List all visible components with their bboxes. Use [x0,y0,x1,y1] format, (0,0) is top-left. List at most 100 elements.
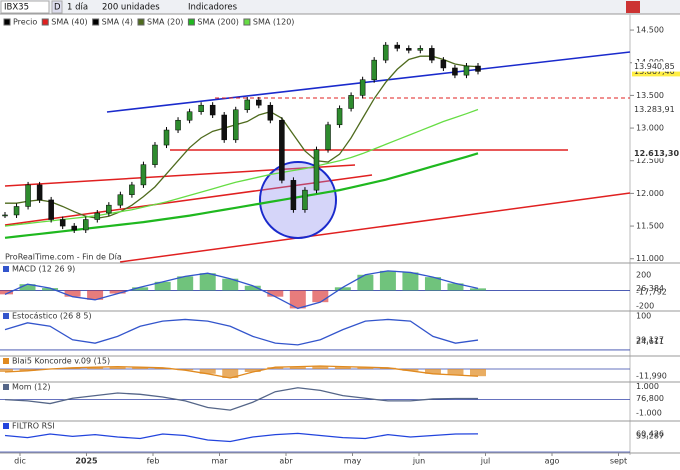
indicator-title: FILTRO RSI [12,422,55,431]
indicator-bar [267,290,284,297]
period[interactable]: 1 día [67,3,88,13]
indicator-title-bg [3,358,9,364]
candle [94,212,101,220]
candle [336,108,343,126]
indicator-bar [312,366,329,369]
legend-swatch [41,18,49,26]
candle [129,184,135,195]
x-tick-label: mar [212,457,229,466]
candle [83,219,89,231]
candle [440,59,447,69]
candle [371,59,377,80]
close-icon[interactable] [626,1,640,13]
trendline [4,174,373,226]
x-tick-label: feb [147,457,160,466]
indicator-bar [447,369,464,375]
candle [232,109,239,141]
indicator-bar [357,367,374,369]
indicator-bar [424,277,441,291]
legend-swatch [187,18,195,26]
indicator-label: 29,127 [636,336,664,345]
trendline [119,192,631,263]
indicator-bar [132,287,149,291]
price-label-bg [632,104,680,115]
candle [36,184,43,201]
units[interactable]: 200 unidades [102,3,160,13]
legend-item: SMA (20) [147,18,183,27]
indicator-line [4,318,479,346]
indicator-bar [289,290,306,309]
indicator-title-bg [3,423,9,429]
candle [209,104,216,116]
indicator-bar [64,290,81,297]
indicator-bar [244,369,261,372]
indicator-bar [312,290,329,303]
price-label: 12.613,30 [634,149,679,158]
indicator-bar [154,281,171,291]
candle [429,48,435,61]
indicator-bar [0,290,13,295]
indicator-bar [222,278,239,291]
symbol-box[interactable] [0,0,50,14]
y-tick-label: 12.000 [636,189,664,198]
legend-swatch [3,18,11,26]
x-tick-label: abr [279,457,293,466]
candle [140,164,147,186]
candle [382,44,389,61]
indicator-bar [379,270,396,291]
candle [348,95,354,109]
indicator-bar [132,367,149,369]
candle [221,114,227,141]
indicator-bar [334,366,351,369]
candle [279,119,285,181]
x-tick-label: sept [610,457,627,466]
indicator-label: 100 [636,312,651,321]
y-tick-label: 13.500 [636,91,664,100]
indicator-bar [402,369,419,371]
mode-box[interactable] [51,0,63,14]
indicator-label: 60,426 [636,429,664,438]
indicator-bar [19,369,36,371]
indicator-bar [87,367,104,369]
indicators-button[interactable]: Indicadores [188,3,238,13]
x-tick-label: may [344,457,362,466]
y-tick-label: 13.000 [636,124,664,133]
symbol[interactable]: IBX35 [4,3,29,13]
candle [71,225,77,231]
legend-swatch [243,18,251,26]
indicator-label: -11,990 [636,372,667,381]
indicator-title: MACD (12 26 9) [12,265,75,274]
indicator-bar [244,285,261,291]
y-tick-label: 11.000 [636,254,664,263]
indicator-bar [289,366,306,369]
candle [163,129,170,146]
x-tick-label: ago [545,457,560,466]
candle [198,104,204,112]
mode[interactable]: D [54,3,61,13]
legend-item: Precio [13,18,37,27]
trendline [4,164,356,187]
y-tick-label: 12.500 [636,156,664,165]
indicator-label: 76,800 [636,394,664,403]
highlight-circle [259,161,337,239]
x-tick-label: 2025 [75,457,98,466]
legend-swatch [137,18,145,26]
candle [406,48,412,51]
candle [244,99,251,111]
indicator-label: 1.000 [636,382,659,391]
indicator-label: 24,611 [636,337,664,346]
x-tick-label: jun [412,457,425,466]
candle [417,48,424,51]
candle [475,65,481,72]
sma-line [5,55,479,219]
watermark: ProRealTime.com - Fin de Día [5,253,122,262]
candle [106,204,112,214]
x-tick-label: dic [14,457,26,466]
indicator-bar [424,369,441,374]
candle [313,149,320,191]
indicator-bar [87,290,104,300]
indicator-line [4,270,479,310]
indicator-title-bg [3,313,9,319]
indicator-label: -200 [636,302,654,311]
